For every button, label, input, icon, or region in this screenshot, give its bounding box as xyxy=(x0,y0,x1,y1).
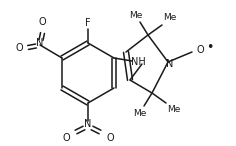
Text: NH: NH xyxy=(131,57,145,67)
Text: O: O xyxy=(106,133,114,143)
Text: Me: Me xyxy=(133,110,147,119)
Text: O: O xyxy=(15,43,23,53)
Text: •: • xyxy=(206,41,214,54)
Text: Me: Me xyxy=(167,106,181,114)
Text: O: O xyxy=(38,17,46,27)
Text: O: O xyxy=(62,133,70,143)
Text: N: N xyxy=(84,119,92,129)
Text: N: N xyxy=(166,59,174,69)
Text: O: O xyxy=(196,45,204,55)
Text: Me: Me xyxy=(129,11,143,20)
Text: Me: Me xyxy=(163,13,177,22)
Text: F: F xyxy=(85,18,91,28)
Text: N: N xyxy=(36,38,44,48)
